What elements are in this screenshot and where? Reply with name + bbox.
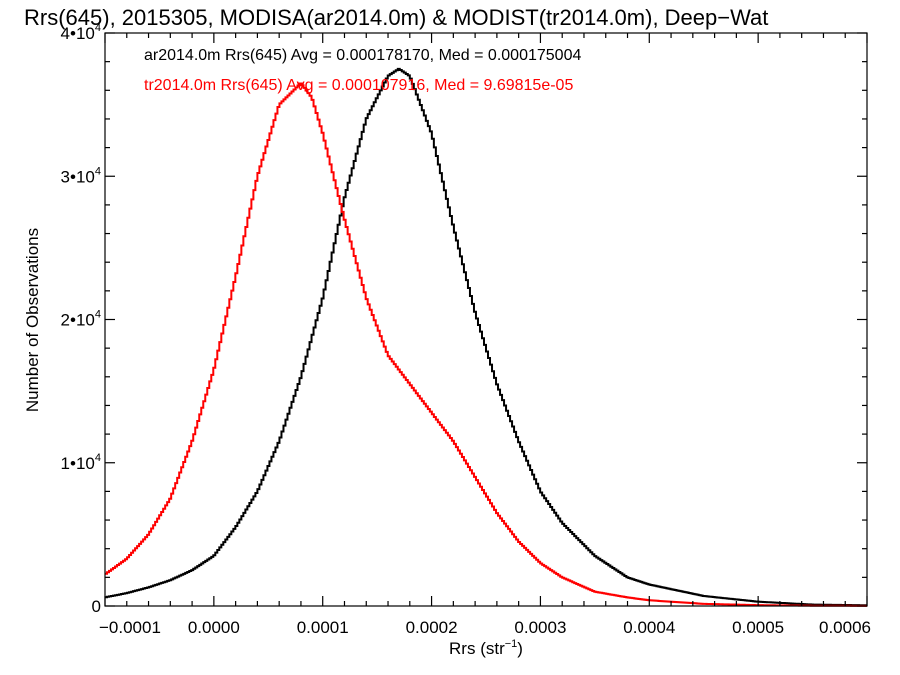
series-line-ar2014 [105,67,867,607]
x-tick-label: 0.0002 [406,618,458,637]
legend-entry-black: ar2014.0m Rrs(645) Avg = 0.000178170, Me… [144,47,581,64]
y-tick-label: 4•104 [61,22,101,43]
x-axis-label-main: Rrs (str [449,639,505,658]
y-tick-label: 1•104 [61,452,101,473]
x-tick-label: 0.0006 [819,618,871,637]
legend-entry-red: tr2014.0m Rrs(645) Avg = 0.000107916, Me… [144,77,573,94]
plot-frame [104,32,868,607]
x-tick-label: 0.0004 [623,618,675,637]
x-axis-label-exponent: −1 [505,638,518,650]
chart-title: Rrs(645), 2015305, MODISA(ar2014.0m) & M… [24,5,768,30]
x-axis-label: Rrs (str−1) [449,638,523,658]
x-tick-label: −0.0001 [99,618,161,637]
y-tick-labels: 0 1•104 2•104 3•104 4•104 [61,22,101,616]
x-axis-label-suffix: ) [517,639,523,658]
x-tick-label: 0.0000 [188,618,240,637]
x-tick-labels: −0.0001 0.0000 0.0001 0.0002 0.0003 0.0004 0.0… [99,618,871,637]
series-layer [105,67,867,607]
x-tick-label: 0.0001 [297,618,349,637]
y-tick-label: 2•104 [61,309,101,330]
y-tick-label: 0 [92,597,101,616]
x-tick-label: 0.0005 [732,618,784,637]
ticks-layer [104,32,868,607]
y-axis-label: Number of Observations [23,228,42,412]
x-tick-label: 0.0003 [514,618,566,637]
y-tick-label: 3•104 [61,165,101,186]
series-line-tr2014 [105,82,867,607]
